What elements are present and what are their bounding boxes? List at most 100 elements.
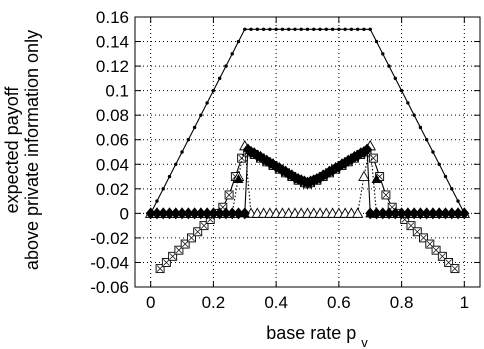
- data-point-diamond: [220, 207, 231, 220]
- data-point-square-cross: [225, 191, 233, 199]
- data-point-dot: [443, 174, 448, 179]
- data-point-dot: [249, 27, 253, 31]
- data-point-dot: [381, 52, 385, 56]
- data-point-square-cross: [451, 265, 459, 272]
- data-point-dot: [167, 174, 172, 179]
- tick-layer: 0 0.2 0.4 0.6 0.8 1 -0.06 -0.04 -0.02 0 0.02 0.04 0.…: [90, 8, 481, 312]
- y-tick-label: -0.02: [90, 229, 129, 248]
- data-point-dot: [186, 138, 191, 142]
- y-tick-label: 0: [120, 204, 129, 223]
- series-filled-diamond: [145, 143, 470, 220]
- y-axis-title-line-2: above private information only: [22, 30, 42, 270]
- data-point-dot: [211, 88, 216, 93]
- data-point-diamond: [427, 207, 438, 220]
- data-point-dot: [456, 199, 460, 203]
- data-point-diamond: [208, 207, 219, 220]
- data-point-square-cross: [382, 191, 390, 199]
- y-tick-label: 0.14: [96, 33, 129, 52]
- data-point-dot: [412, 113, 416, 117]
- data-point-diamond: [151, 207, 162, 220]
- data-point-open-triangle: [351, 207, 364, 218]
- data-point-dot: [224, 64, 228, 68]
- data-point-diamond: [453, 207, 464, 220]
- data-point-diamond: [183, 207, 194, 220]
- data-point-dot: [362, 27, 366, 31]
- data-point-dot: [205, 101, 209, 105]
- data-point-dot: [180, 150, 184, 154]
- x-axis-title-subscript: v: [361, 335, 368, 349]
- data-point-dot: [418, 125, 423, 130]
- data-point-diamond: [459, 207, 470, 220]
- data-point-dot: [387, 64, 391, 68]
- data-point-diamond: [402, 207, 413, 220]
- data-point-diamond: [409, 207, 420, 220]
- data-point-diamond: [189, 207, 200, 220]
- y-axis-title-line-1: expected payoff: [2, 86, 22, 214]
- plot-border: [134, 16, 481, 288]
- x-tick-label: 0.2: [202, 293, 226, 312]
- data-point-diamond: [390, 207, 401, 220]
- data-point-diamond: [214, 207, 225, 220]
- data-point-diamond: [371, 207, 382, 220]
- x-tick-label: 0.6: [327, 293, 351, 312]
- data-point-dot: [368, 27, 372, 31]
- data-point-dot: [255, 27, 260, 31]
- grid-layer: [135, 16, 480, 288]
- data-point-filled-triangle: [371, 174, 382, 183]
- data-point-dot: [330, 27, 335, 31]
- data-point-dot: [399, 88, 404, 93]
- data-point-diamond: [170, 207, 181, 220]
- data-point-dot: [293, 27, 297, 31]
- data-point-dot: [286, 27, 291, 31]
- y-tick-label: 0.02: [96, 180, 129, 199]
- data-point-dot: [431, 150, 435, 154]
- data-point-dot: [437, 162, 441, 166]
- data-point-dot: [318, 27, 322, 31]
- data-point-dot: [337, 27, 341, 31]
- y-tick-label: 0.08: [96, 106, 129, 125]
- data-point-dot: [268, 27, 272, 31]
- data-point-open-triangle: [358, 170, 370, 181]
- data-point-diamond: [384, 207, 395, 220]
- data-point-dot: [230, 52, 234, 56]
- data-point-dot: [217, 76, 222, 81]
- x-tick-label: 0.8: [390, 293, 414, 312]
- data-point-dot: [161, 187, 165, 191]
- data-point-dot: [424, 138, 429, 142]
- data-point-dot: [374, 39, 379, 44]
- data-point-dot: [192, 125, 197, 130]
- series-layer: [144, 27, 471, 274]
- data-point-diamond: [421, 207, 432, 220]
- x-tick-label: 0.4: [264, 293, 288, 312]
- x-tick-label: 0: [146, 293, 155, 312]
- data-point-dot: [343, 27, 347, 31]
- data-point-diamond: [145, 207, 156, 220]
- data-point-dot: [199, 113, 203, 117]
- data-point-diamond: [239, 207, 250, 220]
- data-point-dot: [393, 76, 398, 81]
- data-point-dot: [274, 27, 278, 31]
- data-point-filled-triangle: [233, 174, 244, 183]
- data-point-diamond: [164, 207, 175, 220]
- data-point-dot: [312, 27, 316, 31]
- data-point-dot: [174, 162, 178, 166]
- data-point-dot: [324, 27, 329, 31]
- data-point-diamond: [415, 207, 426, 220]
- y-tick-label: -0.06: [90, 278, 129, 297]
- x-axis-title-main: base rate p: [266, 323, 356, 343]
- data-point-dot: [299, 27, 303, 31]
- data-point-diamond: [377, 207, 388, 220]
- data-point-dot: [280, 27, 285, 31]
- data-point-diamond: [227, 207, 238, 220]
- data-point-dot: [155, 199, 159, 203]
- data-point-dot: [243, 27, 247, 31]
- data-point-diamond: [434, 207, 445, 220]
- data-point-dot: [236, 39, 241, 44]
- y-tick-label: 0.1: [105, 82, 129, 101]
- data-point-diamond: [177, 207, 188, 220]
- y-tick-label: 0.04: [96, 155, 129, 174]
- x-tick-label: 1: [460, 293, 469, 312]
- y-tick-label: 0.06: [96, 131, 129, 150]
- data-point-diamond: [396, 207, 407, 220]
